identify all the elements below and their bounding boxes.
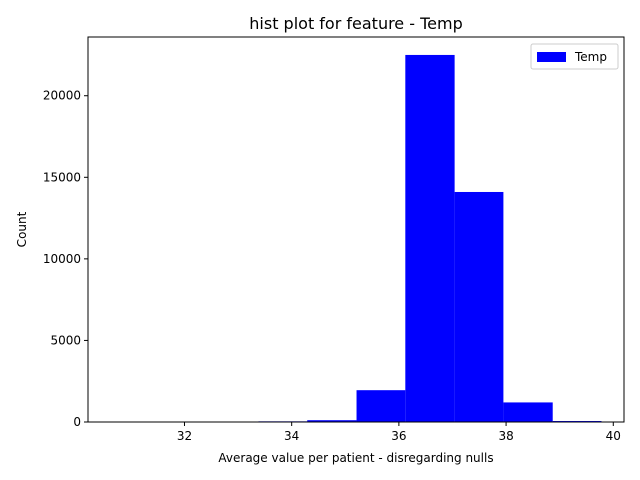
histogram-bars bbox=[111, 54, 602, 422]
legend-swatch bbox=[537, 52, 566, 62]
y-tick-label: 0 bbox=[73, 415, 81, 429]
x-tick-label: 38 bbox=[498, 429, 513, 443]
y-tick-label: 15000 bbox=[43, 170, 81, 184]
histogram-bar-4 bbox=[307, 420, 357, 422]
x-tick-label: 36 bbox=[391, 429, 406, 443]
y-tick-label: 10000 bbox=[43, 252, 81, 266]
histogram-bar-5 bbox=[356, 390, 406, 422]
histogram-bar-6 bbox=[405, 54, 455, 422]
x-axis-label: Average value per patient - disregarding… bbox=[218, 451, 493, 465]
x-tick-label: 34 bbox=[284, 429, 299, 443]
x-tick-label: 40 bbox=[606, 429, 621, 443]
y-axis-ticks: 0 5000 10000 15000 20000 bbox=[43, 89, 88, 429]
histogram-bar-8 bbox=[503, 402, 553, 422]
chart-title: hist plot for feature - Temp bbox=[249, 14, 462, 33]
x-tick-label: 32 bbox=[177, 429, 192, 443]
y-tick-label: 5000 bbox=[50, 333, 81, 347]
y-axis-label: Count bbox=[15, 211, 29, 247]
y-tick-label: 20000 bbox=[43, 89, 81, 103]
plot-frame bbox=[87, 36, 625, 423]
legend-box bbox=[530, 43, 619, 70]
legend: Temp bbox=[530, 43, 619, 70]
legend-label-temp: Temp bbox=[574, 50, 607, 64]
histogram-bar-7 bbox=[454, 191, 504, 422]
x-axis-ticks: 32 34 36 38 40 bbox=[177, 422, 621, 443]
